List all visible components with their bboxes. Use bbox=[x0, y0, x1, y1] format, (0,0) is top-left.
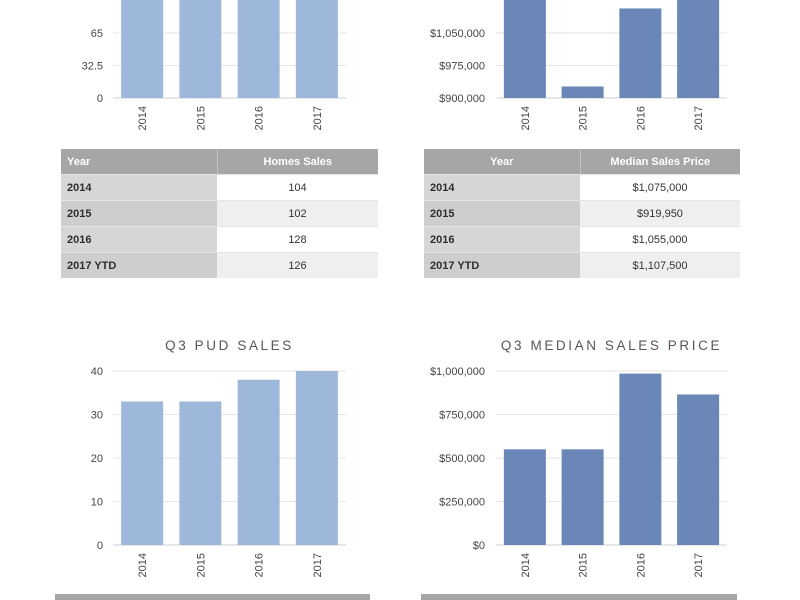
x-tick-label: 2015 bbox=[195, 106, 207, 130]
table-row: 2015 102 bbox=[61, 200, 378, 227]
q3-median-price-chart: Q3 MEDIAN SALES PRICE $0 $250,000 $500,000 $… bbox=[430, 338, 727, 577]
table-cell-value: $1,107,500 bbox=[580, 252, 740, 278]
x-tick-label: 2016 bbox=[635, 553, 647, 577]
table-row: 2017 YTD 126 bbox=[61, 252, 378, 278]
x-tick-label: 2014 bbox=[137, 106, 149, 130]
y-tick-label: 30 bbox=[91, 410, 103, 422]
y-tick-label: 0 bbox=[97, 540, 103, 552]
y-tick-label: 40 bbox=[91, 366, 103, 378]
bar bbox=[619, 373, 662, 545]
bar bbox=[121, 401, 164, 545]
bar bbox=[503, 0, 546, 99]
x-tick-label: 2014 bbox=[520, 553, 532, 577]
table-row: 2017 YTD $1,107,500 bbox=[424, 252, 740, 278]
bar bbox=[237, 379, 280, 545]
table-cell-year: 2017 YTD bbox=[424, 252, 580, 278]
bar bbox=[677, 0, 720, 98]
table-cell-year: 2016 bbox=[61, 226, 217, 253]
bar bbox=[503, 449, 546, 545]
x-tick-label: 2016 bbox=[635, 106, 647, 130]
bar bbox=[561, 86, 604, 98]
y-tick-label: $250,000 bbox=[439, 497, 485, 509]
table-row: 2015 $919,950 bbox=[424, 200, 740, 227]
table-cell-value: $919,950 bbox=[580, 200, 740, 227]
median-price-chart: $900,000 $975,000 $1,050,000 2014 2015 2016 20… bbox=[430, 0, 727, 130]
table-header-row: Year Median Sales Price bbox=[424, 149, 740, 175]
median-price-table: Year Median Sales Price 2014 $1,075,000 … bbox=[424, 149, 740, 278]
y-tick-label: $900,000 bbox=[439, 93, 485, 105]
x-tick-label: 2015 bbox=[195, 553, 207, 577]
table-row: 2016 128 bbox=[61, 226, 378, 253]
bar bbox=[295, 0, 338, 98]
bar bbox=[121, 0, 164, 98]
y-tick-label: $750,000 bbox=[439, 410, 485, 422]
x-tick-label: 2017 bbox=[312, 553, 324, 577]
table-cell-year: 2015 bbox=[61, 200, 217, 227]
y-tick-label: $975,000 bbox=[439, 61, 485, 73]
x-tick-label: 2017 bbox=[312, 106, 324, 130]
y-tick-label: 65 bbox=[91, 28, 103, 40]
table-cell-year: 2015 bbox=[424, 200, 580, 227]
x-tick-label: 2015 bbox=[578, 106, 590, 130]
bar bbox=[237, 0, 280, 98]
table-header-home-sales: Homes Sales bbox=[217, 149, 378, 175]
table-row: 2016 $1,055,000 bbox=[424, 226, 740, 253]
table-row: 2014 104 bbox=[61, 174, 378, 201]
y-tick-label: 10 bbox=[91, 497, 103, 509]
bar bbox=[179, 0, 222, 98]
table-cell-year: 2017 YTD bbox=[61, 252, 217, 278]
table-cell-year: 2016 bbox=[424, 226, 580, 253]
table-header-year: Year bbox=[61, 149, 218, 175]
table-cell-value: 104 bbox=[217, 174, 378, 201]
table-header-year: Year bbox=[424, 149, 581, 175]
x-tick-label: 2016 bbox=[254, 106, 266, 130]
x-tick-label: 2017 bbox=[693, 106, 705, 130]
table-header-row: Year Homes Sales bbox=[61, 149, 378, 175]
table-cell-value: $1,055,000 bbox=[580, 226, 740, 253]
bar bbox=[677, 394, 720, 545]
table-cell-year: 2014 bbox=[61, 174, 217, 201]
y-tick-label: $0 bbox=[473, 540, 485, 552]
bar bbox=[295, 371, 338, 545]
table-row: 2014 $1,075,000 bbox=[424, 174, 740, 201]
y-tick-label: 20 bbox=[91, 453, 103, 465]
bar bbox=[561, 449, 604, 545]
y-tick-label: $1,050,000 bbox=[430, 28, 485, 40]
table-cell-value: 128 bbox=[217, 226, 378, 253]
x-tick-label: 2014 bbox=[520, 106, 532, 130]
y-tick-label: $500,000 bbox=[439, 453, 485, 465]
home-sales-chart: 0 32.5 65 2014 2015 2016 2017 bbox=[82, 0, 346, 130]
y-tick-label: $1,000,000 bbox=[430, 366, 485, 378]
x-tick-label: 2015 bbox=[578, 553, 590, 577]
x-tick-label: 2014 bbox=[137, 553, 149, 577]
bar bbox=[619, 8, 662, 99]
x-tick-label: 2017 bbox=[693, 553, 705, 577]
home-sales-table: Year Homes Sales 2014 104 2015 102 2016 … bbox=[61, 149, 378, 278]
chart-title: Q3 MEDIAN SALES PRICE bbox=[501, 338, 722, 353]
q3-pud-sales-chart: Q3 PUD SALES 0 10 20 30 40 2014 2015 2016 2017 bbox=[91, 338, 346, 577]
table-cell-value: $1,075,000 bbox=[580, 174, 740, 201]
table-cell-value: 126 bbox=[217, 252, 378, 278]
chart-title: Q3 PUD SALES bbox=[165, 338, 294, 353]
table-cell-year: 2014 bbox=[424, 174, 580, 201]
y-tick-label: 0 bbox=[97, 93, 103, 105]
table-header-median-price: Median Sales Price bbox=[580, 149, 740, 175]
x-tick-label: 2016 bbox=[254, 553, 266, 577]
bar bbox=[179, 401, 222, 545]
table-cell-value: 102 bbox=[217, 200, 378, 227]
table-header-strip bbox=[421, 594, 737, 600]
y-tick-label: 32.5 bbox=[82, 61, 103, 73]
table-header-strip bbox=[55, 594, 370, 600]
